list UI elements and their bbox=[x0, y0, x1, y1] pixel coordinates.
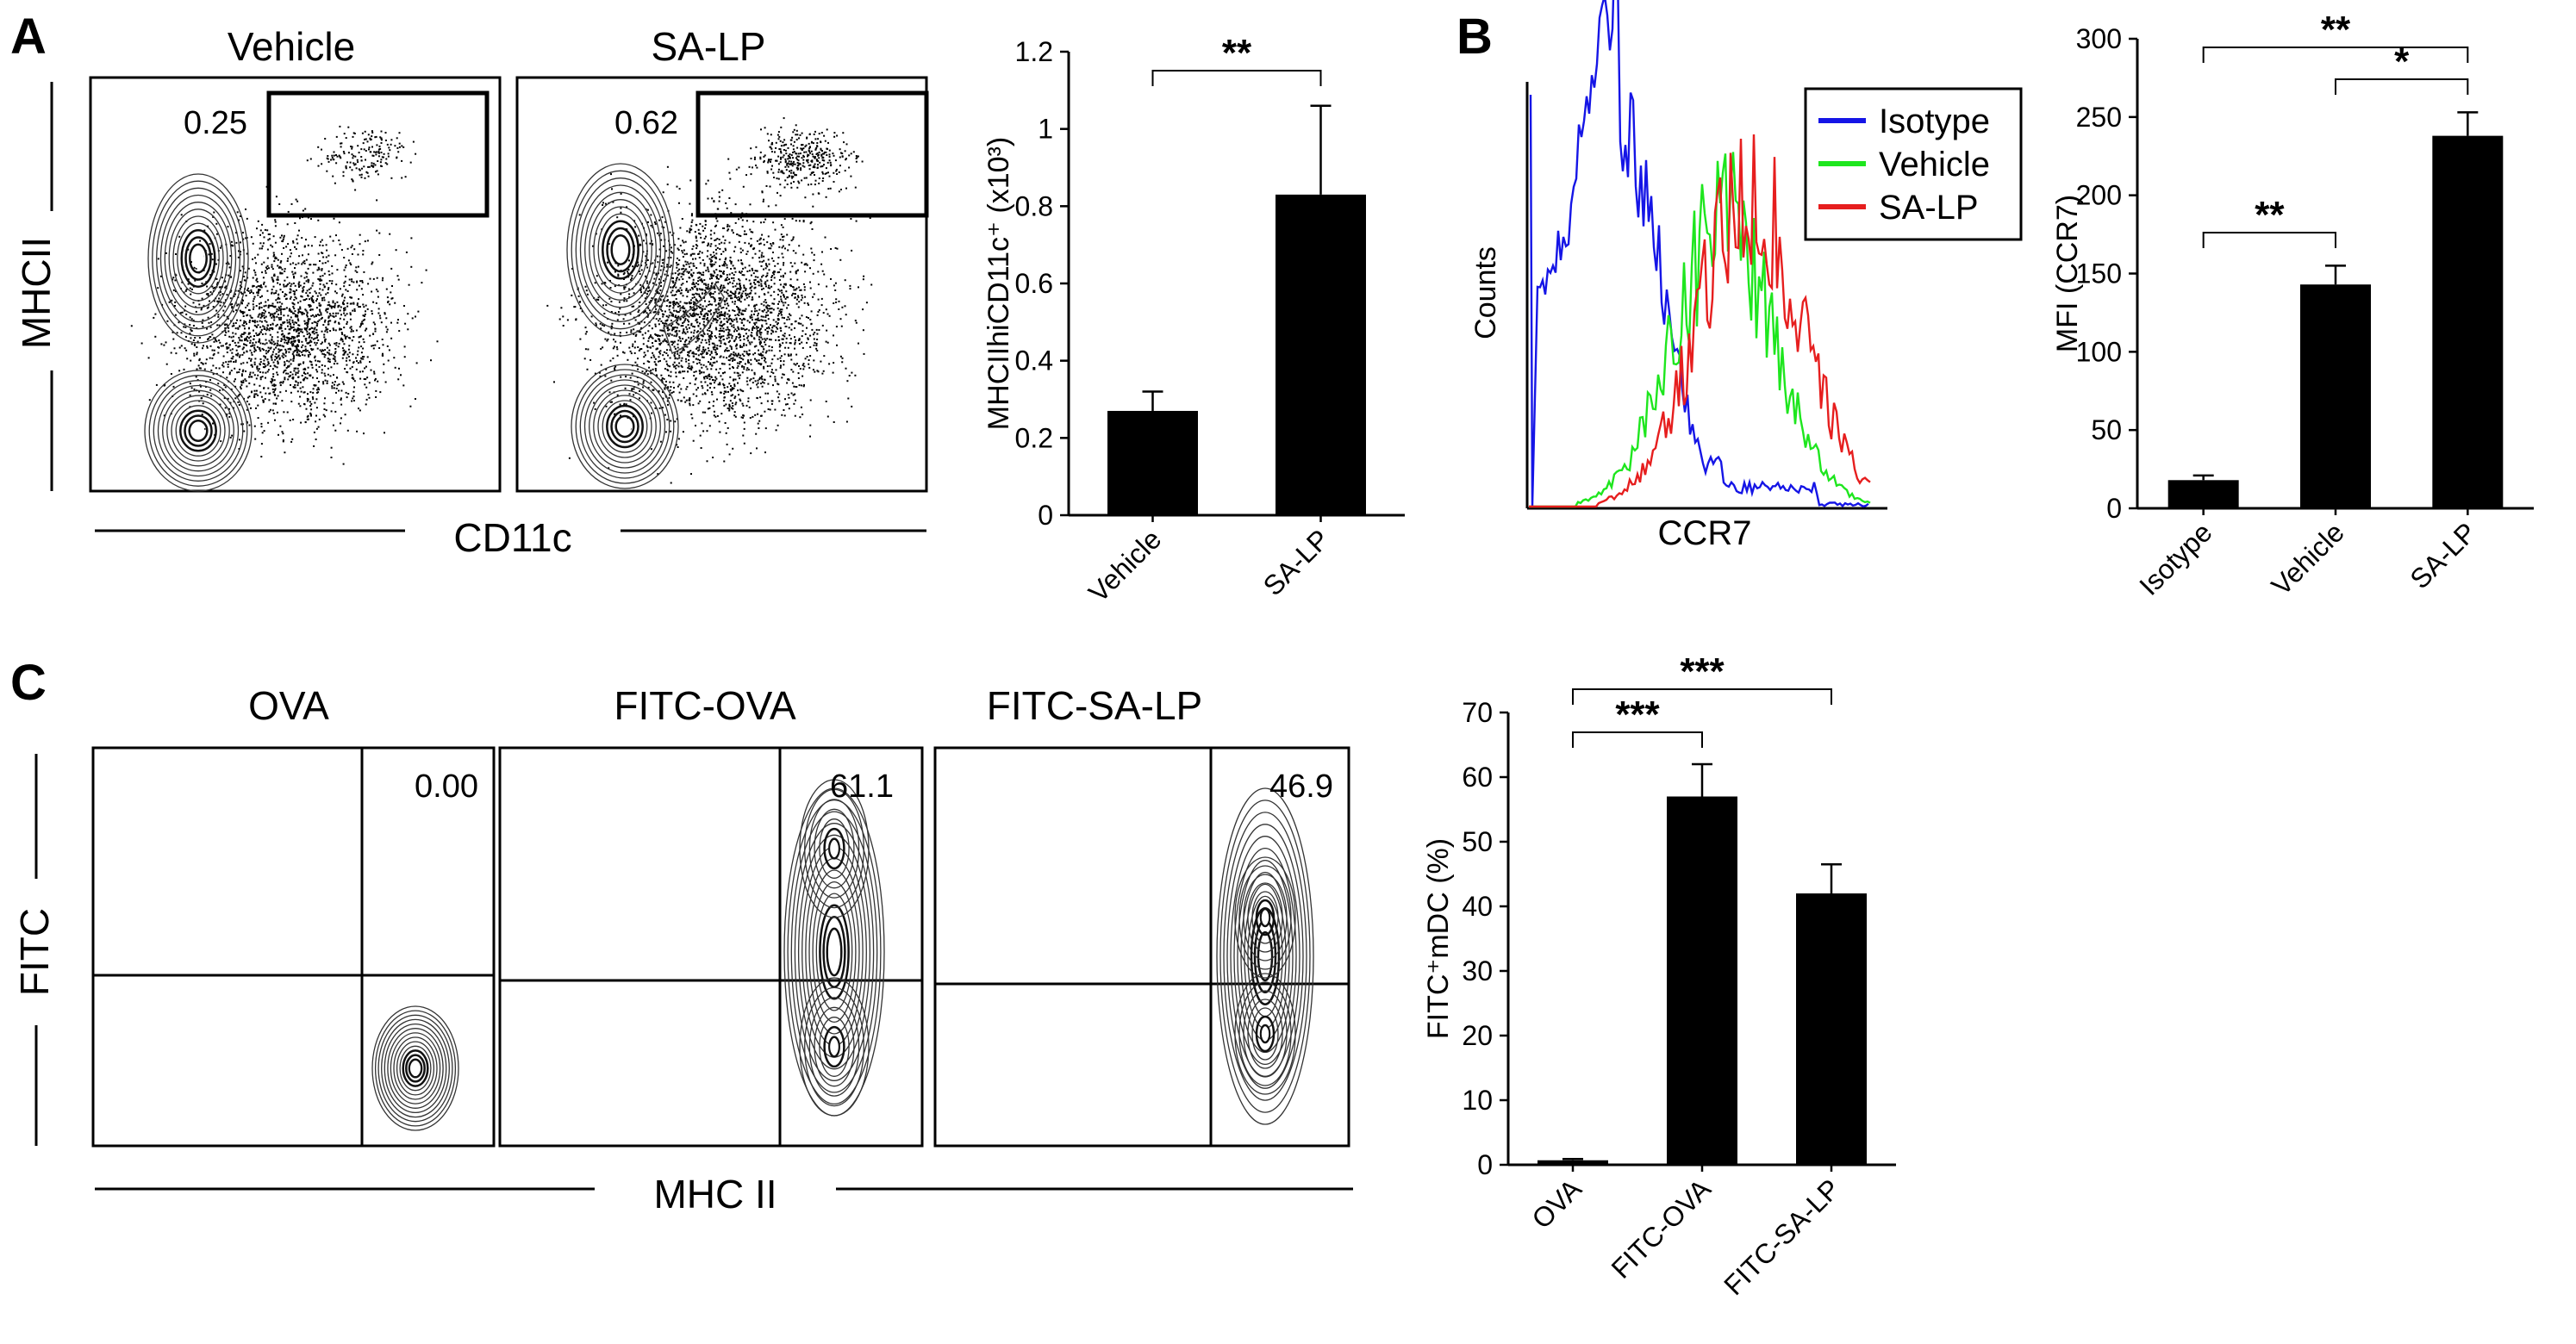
bar-ova bbox=[1537, 1160, 1608, 1165]
flow-title-fitc-ova: FITC-OVA bbox=[614, 683, 796, 728]
y-tick-label: 40 bbox=[1462, 891, 1493, 922]
histogram-b: CCR7 Counts Isotype Vehicle SA-LP bbox=[1469, 0, 2023, 552]
quadrant-value: 0.00 bbox=[415, 768, 478, 805]
significance-label: ** bbox=[1222, 32, 1252, 74]
gate-value: 0.62 bbox=[614, 105, 678, 141]
flow-title-fitc-sa-lp: FITC-SA-LP bbox=[987, 683, 1202, 728]
y-tick-label: 0.6 bbox=[1015, 268, 1053, 299]
y-tick-label: 300 bbox=[2076, 23, 2122, 54]
legend-isotype: Isotype bbox=[1879, 103, 1990, 140]
x-tick-label: FITC-OVA bbox=[1606, 1173, 1718, 1285]
bar-sa-lp bbox=[1276, 194, 1366, 515]
y-tick-label: 50 bbox=[1462, 826, 1493, 857]
bar-vehicle bbox=[2300, 284, 2371, 508]
panel-letter-b: B bbox=[1456, 9, 1493, 65]
significance-label: *** bbox=[1615, 694, 1660, 736]
x-tick-label: Isotype bbox=[2133, 516, 2217, 600]
significance-bracket bbox=[2335, 78, 2469, 95]
histogram-curve bbox=[1529, 152, 1871, 508]
y-axis-label: MFI (CCR7) bbox=[2051, 195, 2084, 352]
bar-vehicle bbox=[1107, 410, 1198, 515]
gate-box bbox=[266, 90, 490, 218]
histogram-legend: Isotype Vehicle SA-LP bbox=[1804, 87, 2023, 241]
y-tick-label: 10 bbox=[1462, 1085, 1493, 1116]
bar-chart-b: 0 50 100 150 200 250 300 MFI (CCR7) Isotype Vehic… bbox=[2051, 9, 2534, 601]
x-tick-label: SA-LP bbox=[2404, 516, 2482, 594]
y-tick-label: 200 bbox=[2076, 180, 2122, 211]
x-tick-label: OVA bbox=[1525, 1173, 1587, 1235]
bar-fitc-sa-lp bbox=[1796, 893, 1867, 1165]
gate-box bbox=[695, 90, 929, 218]
histogram-curve bbox=[1529, 134, 1871, 508]
histogram-curve-isotype bbox=[1529, 0, 1869, 508]
significance-label: ** bbox=[2255, 194, 2285, 236]
significance-bracket bbox=[2202, 47, 2469, 63]
bar-sa-lp bbox=[2432, 135, 2504, 508]
histogram-xlabel: CCR7 bbox=[1658, 514, 1752, 552]
flow-title-sa-lp: SA-LP bbox=[652, 24, 766, 69]
significance-bracket bbox=[2202, 232, 2336, 248]
flow-a-ylabel: MHCII bbox=[14, 237, 59, 349]
y-tick-label: 1 bbox=[1038, 114, 1053, 145]
y-tick-label: 1.2 bbox=[1015, 36, 1053, 67]
y-tick-label: 100 bbox=[2076, 336, 2122, 367]
y-tick-label: 0 bbox=[2106, 493, 2122, 524]
y-tick-label: 0.4 bbox=[1015, 345, 1053, 376]
legend-vehicle: Vehicle bbox=[1879, 146, 1990, 184]
legend-sa-lp: SA-LP bbox=[1879, 189, 1979, 227]
y-tick-label: 0.8 bbox=[1015, 190, 1053, 221]
y-tick-label: 0 bbox=[1038, 500, 1053, 531]
significance-bracket bbox=[1572, 731, 1703, 748]
x-tick-label: FITC-SA-LP bbox=[1718, 1173, 1846, 1301]
y-tick-label: 60 bbox=[1462, 762, 1493, 793]
bar-chart-a: 0 0.2 0.4 0.6 0.8 1 1.2 MHCIIhiCD11c⁺ (x10³) Veh… bbox=[982, 32, 1405, 608]
y-tick-label: 70 bbox=[1462, 697, 1493, 728]
flow-plot-c-fitc-sa-lp: 46.9 bbox=[933, 746, 1350, 1148]
flow-title-vehicle: Vehicle bbox=[228, 24, 355, 69]
gate-value: 0.25 bbox=[184, 105, 247, 141]
flow-a-xlabel: CD11c bbox=[453, 515, 571, 560]
significance-label: * bbox=[2394, 40, 2410, 83]
flow-plot-a-vehicle: 0.25 bbox=[89, 76, 502, 493]
y-tick-label: 0.2 bbox=[1015, 422, 1053, 453]
bar-chart-c: 0 10 20 30 40 50 60 70 FITC⁺mDC (%) OVA FITC-OVA FI… bbox=[1422, 650, 1896, 1301]
bar-isotype bbox=[2167, 480, 2239, 508]
x-tick-label: SA-LP bbox=[1257, 523, 1336, 601]
x-tick-label: Vehicle bbox=[1082, 523, 1167, 607]
y-tick-label: 250 bbox=[2076, 102, 2122, 133]
bar-fitc-ova bbox=[1667, 796, 1737, 1165]
significance-label: ** bbox=[2321, 9, 2351, 51]
y-tick-label: 0 bbox=[1477, 1149, 1493, 1180]
y-tick-label: 20 bbox=[1462, 1020, 1493, 1051]
significance-bracket bbox=[1572, 688, 1832, 705]
flow-c-xlabel: MHC II bbox=[653, 1172, 777, 1216]
y-axis-label: MHCIIhiCD11c⁺ (x10³) bbox=[982, 137, 1015, 430]
y-tick-label: 30 bbox=[1462, 955, 1493, 986]
quadrant-value: 61.1 bbox=[830, 768, 894, 805]
x-tick-label: Vehicle bbox=[2266, 516, 2350, 600]
significance-bracket bbox=[1151, 70, 1322, 86]
y-axis-label: FITC⁺mDC (%) bbox=[1422, 838, 1455, 1039]
panel-letter-a: A bbox=[10, 9, 47, 65]
y-tick-label: 150 bbox=[2076, 258, 2122, 289]
flow-plot-a-sa-lp: 0.62 bbox=[515, 76, 929, 493]
flow-plot-c-fitc-ova: 61.1 bbox=[498, 746, 924, 1148]
y-tick-label: 50 bbox=[2091, 414, 2122, 445]
panel-letter-c: C bbox=[10, 655, 47, 711]
quadrant-value: 46.9 bbox=[1269, 768, 1333, 805]
significance-label: *** bbox=[1680, 650, 1725, 693]
histogram-ylabel: Counts bbox=[1469, 246, 1502, 339]
flow-plot-c-ova: 0.00 bbox=[91, 746, 496, 1148]
flow-c-ylabel: FITC bbox=[12, 908, 57, 996]
flow-title-ova: OVA bbox=[248, 683, 329, 728]
